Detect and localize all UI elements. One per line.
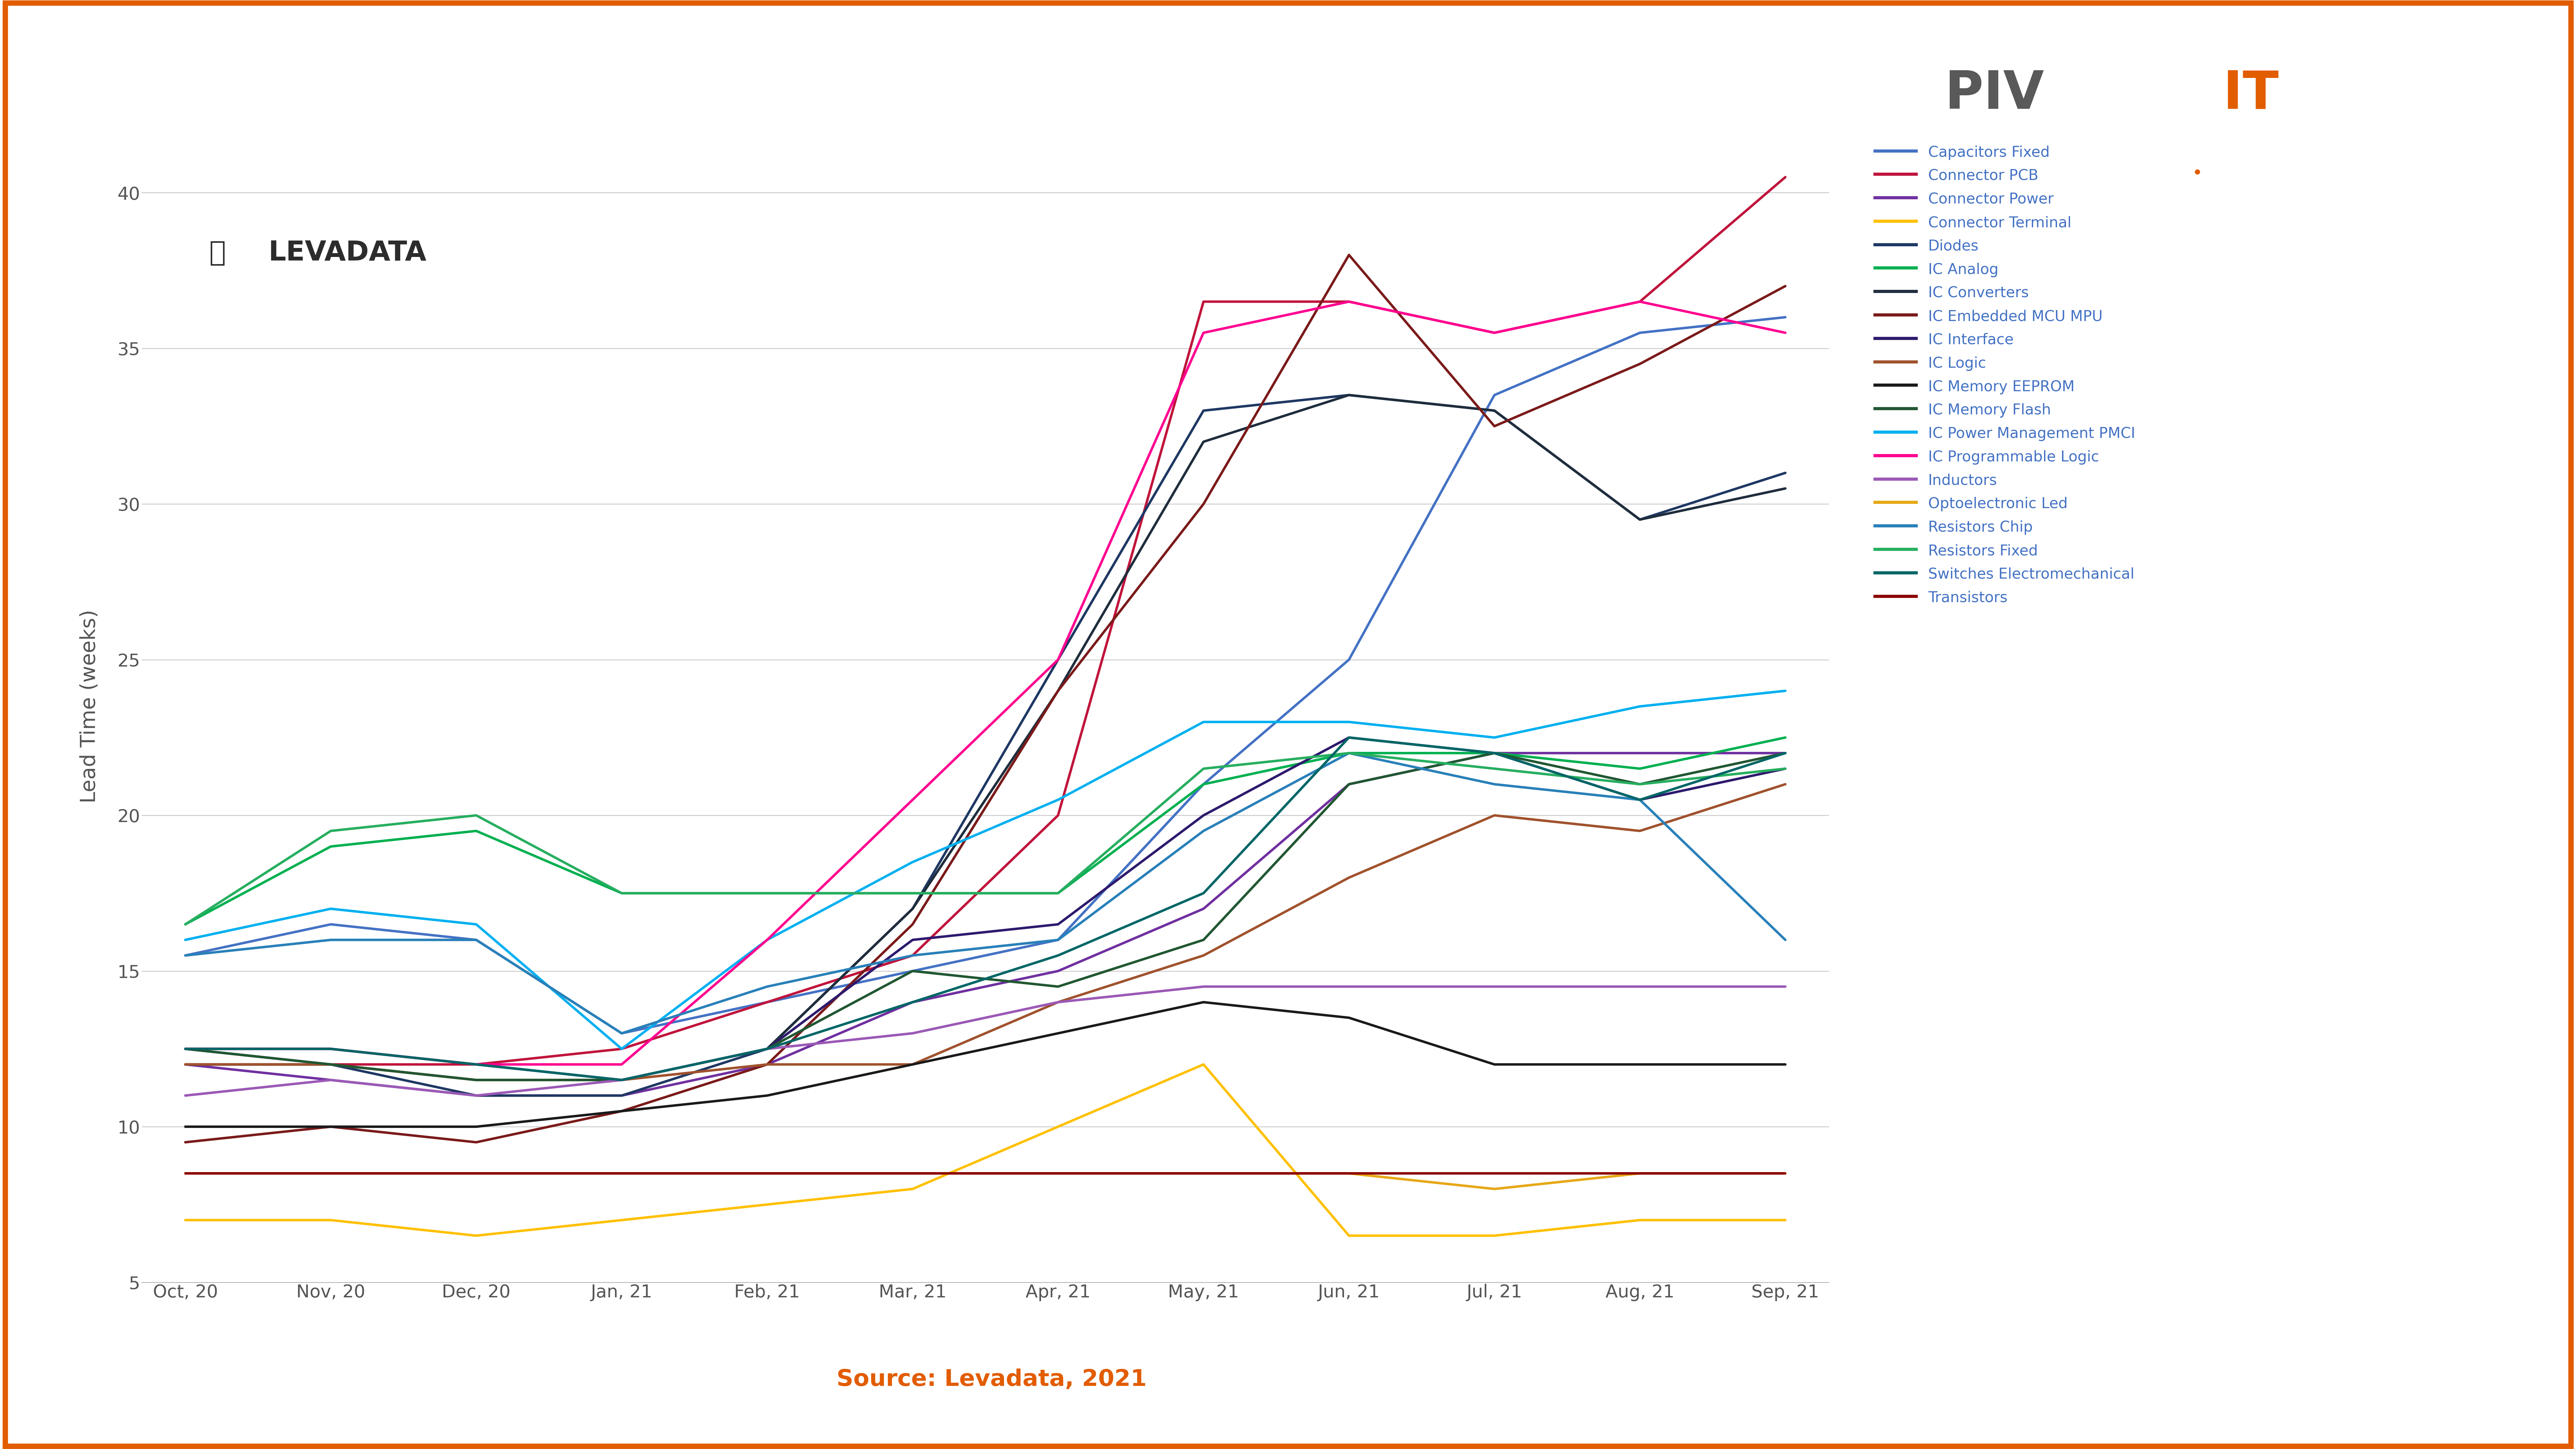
Text: PIV: PIV: [1945, 68, 2043, 120]
Text: •: •: [2192, 165, 2202, 183]
Text: LEVADATA: LEVADATA: [268, 241, 428, 267]
Y-axis label: Lead Time (weeks): Lead Time (weeks): [80, 610, 100, 803]
Text: IT: IT: [2223, 68, 2280, 120]
Legend: Capacitors Fixed, Connector PCB, Connector Power, Connector Terminal, Diodes, IC: Capacitors Fixed, Connector PCB, Connect…: [1875, 145, 2136, 606]
Text: Source: Levadata, 2021: Source: Levadata, 2021: [837, 1368, 1146, 1391]
Text: ⓘ: ⓘ: [209, 241, 227, 267]
